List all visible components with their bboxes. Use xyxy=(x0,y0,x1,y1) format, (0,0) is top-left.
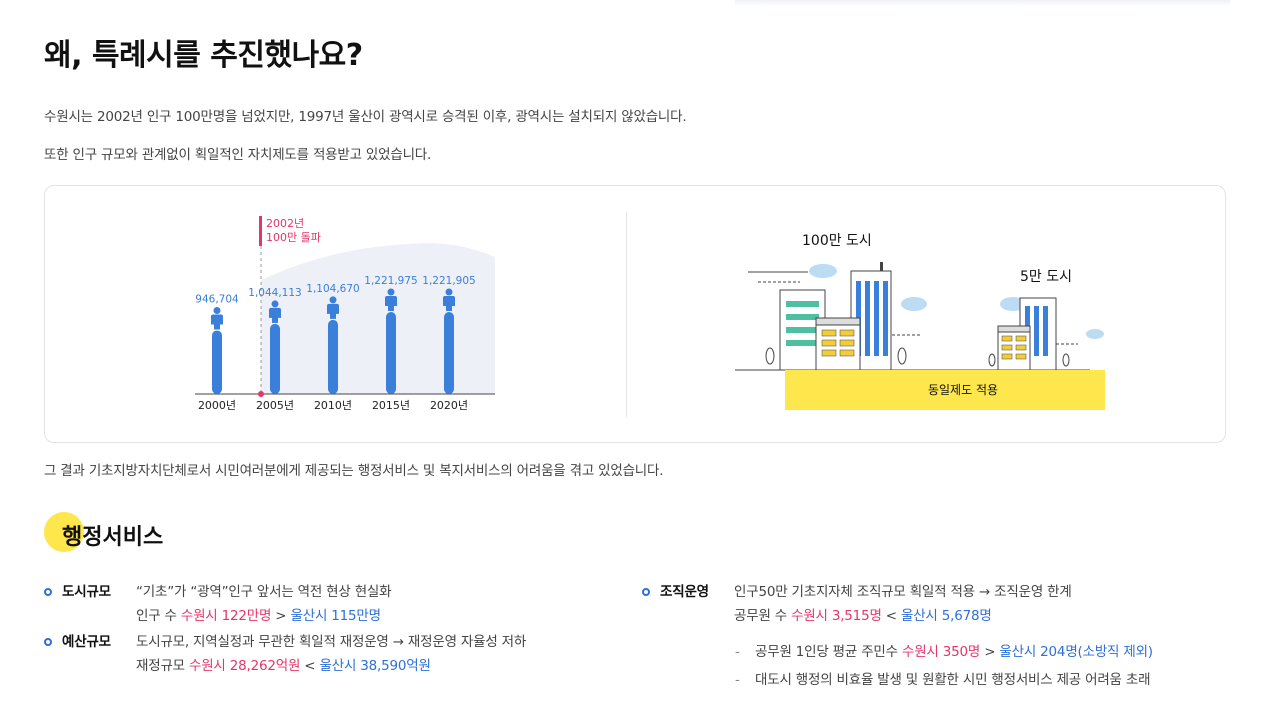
dash-icon: - xyxy=(735,644,740,660)
big-building-icon xyxy=(765,262,920,371)
figure-divider xyxy=(626,212,627,417)
small-city-label: 5만 도시 xyxy=(1020,269,1072,285)
person-icon xyxy=(214,323,220,330)
x-tick-label: 2005년 xyxy=(256,399,294,412)
item-label: 도시규모 xyxy=(62,584,111,600)
org-sub-item-1: - 공무원 1인당 평균 주민수 수원시 350명 > 울산시 204명(소방직 … xyxy=(735,644,1153,660)
person-icon xyxy=(387,288,395,296)
big-city-label: 100만 도시 xyxy=(802,233,872,249)
population-bar xyxy=(212,330,222,394)
person-icon xyxy=(443,296,455,307)
person-icon xyxy=(445,288,453,296)
person-icon xyxy=(269,307,281,318)
person-icon xyxy=(446,305,452,312)
person-icon xyxy=(271,300,279,308)
population-area-bg xyxy=(261,243,495,394)
item-compare: 인구 수 수원시 122만명 > 울산시 115만명 xyxy=(136,608,381,624)
person-icon xyxy=(327,303,339,314)
small-building-icon xyxy=(988,297,1078,371)
bar-value-label: 1,221,975 xyxy=(364,275,417,287)
person-icon xyxy=(388,305,394,311)
item-desc: 도시규모, 지역실정과 무관한 획일적 재정운영 → 재정운영 자율성 저하 xyxy=(136,634,527,650)
bullet-icon xyxy=(44,588,52,596)
bullet-icon xyxy=(44,638,52,646)
person-icon xyxy=(385,296,397,306)
item-label: 예산규모 xyxy=(62,634,111,650)
item-desc: 인구50만 기초지자체 조직규모 획일적 적용 → 조직운영 한계 xyxy=(734,584,1072,600)
population-bar xyxy=(444,312,454,394)
population-bar xyxy=(386,312,396,394)
population-bar-chart: 2002년 100만 돌파 946,704 2000년 1,044,113 2005년… xyxy=(195,216,495,412)
bar-value-label: 1,104,670 xyxy=(306,283,359,295)
x-tick-label: 2015년 xyxy=(372,399,410,412)
dash-icon: - xyxy=(735,672,740,688)
bullet-icon xyxy=(642,588,650,596)
population-bar xyxy=(270,323,280,394)
intro-text-2: 또한 인구 규모와 관계없이 획일적인 자치제도를 적용받고 있었습니다. xyxy=(44,147,432,163)
annotation-line1: 2002년 xyxy=(266,217,304,230)
bar-value-label: 946,704 xyxy=(195,293,239,305)
ground-label: 동일제도 적용 xyxy=(928,383,998,397)
population-bar xyxy=(328,319,338,394)
item-compare: 공무원 수 수원시 3,515명 < 울산시 5,678명 xyxy=(734,608,992,624)
annotation-marker xyxy=(259,216,262,246)
person-icon xyxy=(272,316,278,323)
person-icon xyxy=(329,296,337,304)
person-icon xyxy=(211,314,223,325)
ground-band xyxy=(785,370,1105,410)
annotation-dot xyxy=(258,391,264,397)
cloud-icon xyxy=(1086,329,1104,339)
x-tick-label: 2000년 xyxy=(198,399,236,412)
page-title: 왜, 특례시를 추진했나요? xyxy=(44,38,363,73)
item-compare: 재정규모 수원시 28,262억원 < 울산시 38,590억원 xyxy=(136,658,431,674)
bar-value-label: 1,221,905 xyxy=(422,275,475,287)
item-label: 조직운영 xyxy=(660,584,709,600)
top-decoration xyxy=(735,0,1230,6)
result-text: 그 결과 기초지방자치단체로서 시민여러분에게 제공되는 행정서비스 및 복지서… xyxy=(44,463,664,479)
person-icon xyxy=(330,312,336,319)
item-desc: “기초”가 “광역”인구 앞서는 역전 현상 현실화 xyxy=(136,584,392,600)
annotation-line2: 100만 돌파 xyxy=(266,231,321,244)
cloud-icon xyxy=(809,264,837,278)
x-tick-label: 2020년 xyxy=(430,399,468,412)
city-comparison-illustration: 100만 도시 5만 도시 xyxy=(735,233,1105,410)
title-highlight-dot xyxy=(44,512,84,552)
intro-text-1: 수원시는 2002년 인구 100만명을 넘었지만, 1997년 울산이 광역시… xyxy=(44,109,687,125)
bar-value-label: 1,044,113 xyxy=(248,287,301,299)
section-title: 행정서비스 xyxy=(62,525,164,550)
org-sub-item-2: - 대도시 행정의 비효율 발생 및 원활한 시민 행정서비스 제공 어려움 초래 xyxy=(735,672,1151,688)
cloud-icon xyxy=(901,297,927,311)
person-icon xyxy=(213,306,221,314)
comparison-figure: 2002년 100만 돌파 946,704 2000년 1,044,113 2005년… xyxy=(44,185,1226,443)
x-tick-label: 2010년 xyxy=(314,399,352,412)
